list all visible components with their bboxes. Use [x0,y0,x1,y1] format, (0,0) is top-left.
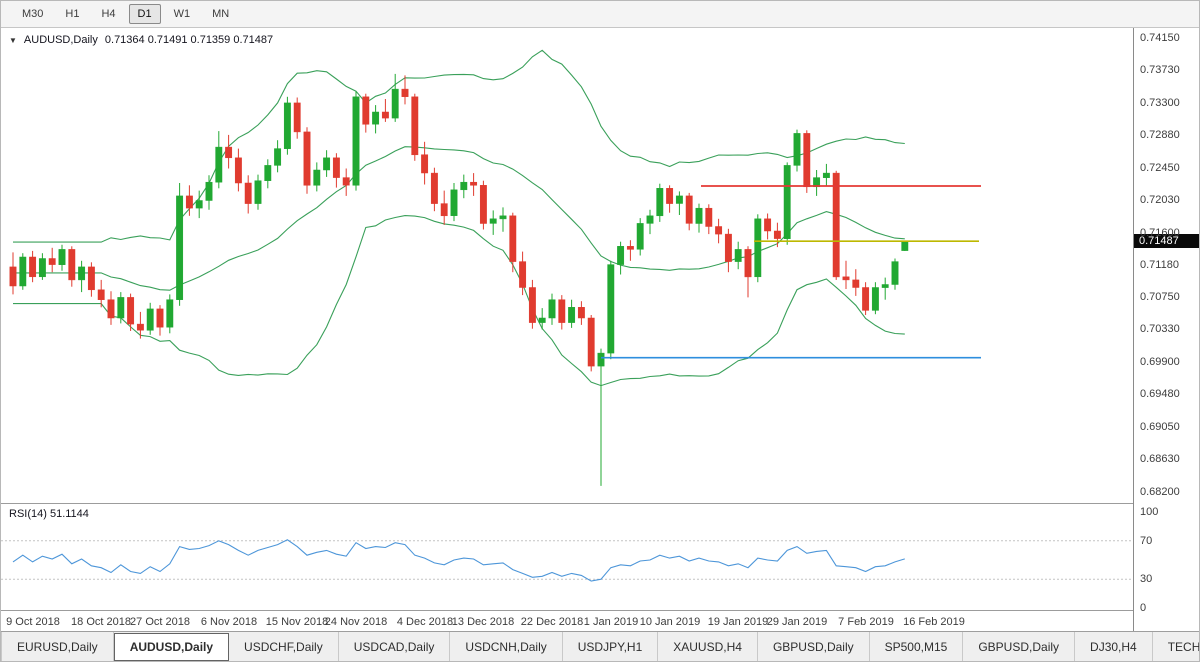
time-axis-label: 24 Nov 2018 [324,616,388,628]
chart-tab-tech100-11[interactable]: TECH100,H1 [1152,632,1199,661]
candles-layer [9,73,909,486]
chart-tab-sp500-8[interactable]: SP500,M15 [869,632,964,661]
time-axis-label: 4 Dec 2018 [396,616,454,628]
price-scale-label: 0.68200 [1140,486,1180,498]
price-scale-label: 0.70330 [1140,323,1180,335]
chart-tab-usdchf-2[interactable]: USDCHF,Daily [229,632,339,661]
rsi-pane[interactable]: RSI(14) 51.1144 [1,504,1133,610]
chart-window[interactable]: AUDUSD,Daily 0.71364 0.71491 0.71359 0.7… [1,28,1199,634]
rsi-level-lines [1,540,1133,580]
time-axis-label: 29 Jan 2019 [766,616,828,628]
time-axis-label: 13 Dec 2018 [451,616,515,628]
tabbar-spacer [1,632,2,661]
time-axis-label: 27 Oct 2018 [130,616,190,628]
price-scale-label: 0.74150 [1140,32,1180,44]
time-axis-label: 6 Nov 2018 [200,616,258,628]
chart-tab-dj30-10[interactable]: DJ30,H4 [1075,632,1153,661]
price-scale-label: 0.69480 [1140,388,1180,400]
time-axis-label: 22 Dec 2018 [520,616,584,628]
ohlc-values: 0.71364 0.71491 0.71359 0.71487 [104,34,274,46]
chart-tab-usdjpy-5[interactable]: USDJPY,H1 [562,632,659,661]
rsi-scale-label: 30 [1140,573,1153,585]
chart-tab-usdcnh-4[interactable]: USDCNH,Daily [450,632,563,661]
chart-tabs-bar: EURUSD,Daily AUDUSD,Daily USDCHF,Daily USDC… [1,631,1199,661]
rsi-indicator-label: RSI(14) 51.1144 [9,508,89,520]
chart-title: AUDUSD,Daily 0.71364 0.71491 0.71359 0.7… [9,34,273,46]
price-scale-label: 0.68630 [1140,453,1180,465]
time-axis-label: 10 Jan 2019 [639,616,701,628]
timeframe-button-h4[interactable]: H4 [101,8,116,20]
chart-tab-eurusd-0[interactable]: EURUSD,Daily [2,632,114,661]
price-scale-label: 0.69900 [1140,356,1180,368]
timeframe-toolbar: M30 H1 H4 D1 W1 MN [1,1,1199,28]
price-pane[interactable]: AUDUSD,Daily 0.71364 0.71491 0.71359 0.7… [1,28,1133,503]
time-axis-label: 19 Jan 2019 [707,616,769,628]
current-price-tag: 0.71487 [1134,234,1199,248]
time-axis-label: 18 Oct 2018 [71,616,131,628]
timeframe-button-h1[interactable]: H1 [65,8,80,20]
rsi-chart-canvas[interactable] [1,504,1133,610]
rsi-scale-label: 100 [1140,506,1159,518]
pane-splitter[interactable] [1,503,1199,504]
price-scale-label: 0.73730 [1140,64,1180,76]
chart-tab-usdcad-3[interactable]: USDCAD,Daily [338,632,451,661]
chart-tab-gbpusd-9[interactable]: GBPUSD,Daily [963,632,1076,661]
time-axis-label: 16 Feb 2019 [903,616,965,628]
chart-tab-gbpusd-7[interactable]: GBPUSD,Daily [757,632,870,661]
price-scale-label: 0.72030 [1140,194,1180,206]
timeframe-button-d1[interactable]: D1 [128,4,161,24]
symbol-period-label: AUDUSD,Daily [23,34,98,46]
timeframe-button-mn[interactable]: MN [212,8,230,20]
chart-tab-xauusd-6[interactable]: XAUUSD,H4 [658,632,758,661]
price-axis[interactable]: 0.71487 0.74150 0.73730 0.73300 0.72880 0.72… [1133,28,1199,634]
price-scale-label: 0.70750 [1140,291,1180,303]
price-scale-label: 0.72880 [1140,129,1180,141]
price-scale-label: 0.71600 [1140,227,1180,239]
rsi-scale-label: 0 [1140,602,1147,614]
rsi-line [12,539,905,582]
price-scale-label: 0.71180 [1140,259,1179,271]
timeframe-button-w1[interactable]: W1 [173,8,191,20]
time-axis-label: 1 Jan 2019 [583,616,639,628]
price-scale-label: 0.69050 [1140,421,1180,433]
time-axis-label: 9 Oct 2018 [6,616,60,628]
timeframe-button-m30[interactable]: M30 [22,8,44,20]
bollinger-bands [13,49,905,387]
collapse-triangle-icon[interactable] [9,34,17,46]
time-axis[interactable]: 9 Oct 2018 18 Oct 2018 27 Oct 2018 6 Nov 20… [1,611,1133,634]
rsi-scale-label: 70 [1140,535,1153,547]
pane-splitter[interactable] [1,610,1199,611]
price-scale-label: 0.72450 [1140,162,1180,174]
time-axis-label: 15 Nov 2018 [265,616,329,628]
price-chart-canvas[interactable] [1,28,1133,503]
price-scale-label: 0.73300 [1140,97,1180,109]
time-axis-label: 7 Feb 2019 [838,616,894,628]
chart-tab-audusd-1[interactable]: AUDUSD,Daily [113,633,230,661]
